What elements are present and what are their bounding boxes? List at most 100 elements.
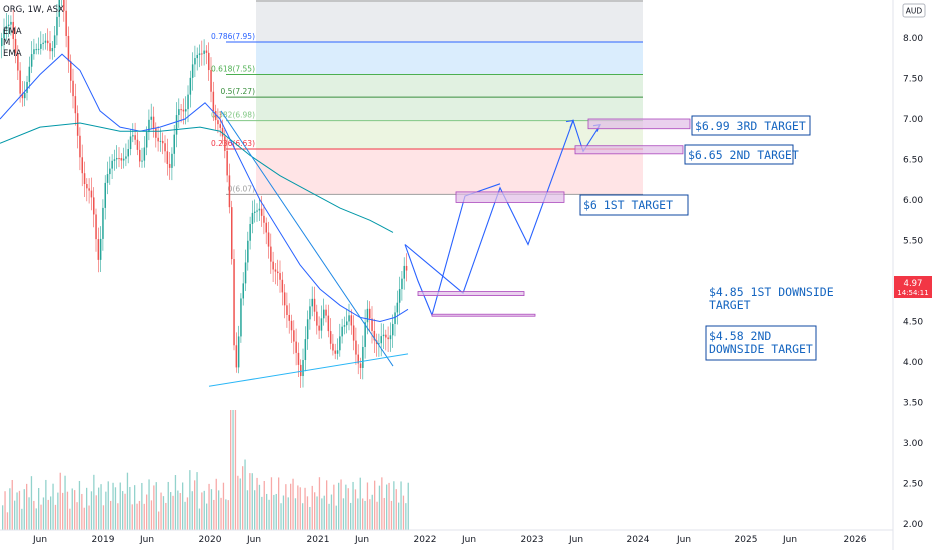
volume-bar xyxy=(4,491,6,530)
candle-body xyxy=(143,147,146,161)
volume-bar xyxy=(21,508,23,530)
candle-body xyxy=(171,153,173,168)
candle-body xyxy=(111,160,113,169)
annotation-box[interactable]: $6.99 3RD TARGET xyxy=(691,115,811,136)
volume-bar xyxy=(342,498,345,530)
annotation-box[interactable]: $6.65 2ND TARGET xyxy=(684,144,799,165)
annotation-background xyxy=(691,115,811,136)
candle-body xyxy=(357,354,359,364)
volume-bar xyxy=(50,496,52,530)
volume-bar xyxy=(213,499,215,530)
volume-bar xyxy=(182,482,184,530)
volume-bar xyxy=(105,491,107,530)
candle-body xyxy=(235,345,238,368)
candle-body xyxy=(95,214,97,240)
target-boxes[interactable] xyxy=(417,118,691,317)
volume-bar xyxy=(330,494,333,530)
volume-bar xyxy=(114,487,117,530)
candle-body xyxy=(290,320,293,331)
candle-body xyxy=(256,210,258,212)
volume-bar xyxy=(364,500,366,530)
candle-body xyxy=(339,336,341,351)
volume-bar xyxy=(174,475,177,530)
ma-legend[interactable]: M xyxy=(3,38,10,48)
time-tick-label: Jun xyxy=(782,535,797,545)
candle-body xyxy=(405,265,408,271)
candle-body xyxy=(157,137,159,142)
ema-legend-2[interactable]: EMA xyxy=(3,49,22,59)
volume-bar xyxy=(333,484,335,530)
volume-bar xyxy=(311,485,313,530)
price-tick-label: 6.50 xyxy=(903,156,923,166)
candle-body xyxy=(260,208,263,216)
candle-body xyxy=(265,222,267,233)
candle-body xyxy=(334,350,336,354)
volume-bar xyxy=(150,500,153,530)
volume-bar xyxy=(45,479,47,530)
currency-badge[interactable] xyxy=(902,3,926,18)
price-tick-label: 7.50 xyxy=(903,75,923,85)
price-tick-label: 3.00 xyxy=(903,439,923,449)
candle-body xyxy=(394,312,396,324)
candle-body xyxy=(387,337,389,340)
candle-body xyxy=(191,64,194,78)
candle-body xyxy=(166,151,169,164)
volume-bar xyxy=(345,484,347,530)
volume-bar xyxy=(263,480,265,530)
candle-body xyxy=(83,173,86,185)
volume-bar xyxy=(400,481,402,530)
volume-bar xyxy=(66,491,69,530)
candle-body xyxy=(295,341,297,353)
volume-bar xyxy=(304,487,306,530)
target-box xyxy=(417,291,525,296)
volume-bar xyxy=(201,492,203,530)
ema-legend-1[interactable]: EMA xyxy=(3,27,22,37)
candle-body xyxy=(134,135,136,140)
candle-body xyxy=(293,330,295,342)
candle-body xyxy=(5,25,8,30)
volume-bar xyxy=(138,500,141,530)
volume-bar xyxy=(191,491,193,530)
volume-bar xyxy=(242,466,244,530)
volume-bar xyxy=(23,489,25,530)
last-price-label xyxy=(894,276,932,298)
volume-bar xyxy=(170,492,172,530)
volume-bar xyxy=(122,491,124,530)
price-tick-label: 3.50 xyxy=(903,399,923,409)
time-axis[interactable]: Jun 2019 Jun 2020 Jun 2021 Jun 2022 Jun 2023 Jun 20… xyxy=(32,535,867,545)
volume-bar xyxy=(366,482,369,530)
candle-body xyxy=(10,21,12,25)
candle-body xyxy=(125,156,127,159)
volume-bar xyxy=(52,483,54,530)
candle-body xyxy=(76,113,79,136)
volume-bar xyxy=(292,478,294,530)
symbol-label[interactable]: ORG, 1W, ASX xyxy=(3,5,64,15)
fibonacci-retracement[interactable]: 0.786(7.95) 0.618(7.55) 0.5(7.27) 0.382(6.9… xyxy=(211,0,643,195)
volume-bar xyxy=(158,511,160,530)
candle-body xyxy=(136,139,139,150)
volume-bar xyxy=(38,487,40,530)
fib-level-label: 0.382(6.98) xyxy=(211,111,255,120)
volume-bar xyxy=(321,498,323,530)
price-tick-label: 5.50 xyxy=(903,237,923,247)
candle-body xyxy=(3,29,5,39)
volume-bar xyxy=(35,508,37,530)
annotations[interactable]: $6.99 3RD TARGET $6.65 2ND TARGET $6 1ST T… xyxy=(579,115,834,361)
volume-bar xyxy=(93,474,95,530)
candle-body xyxy=(88,188,90,191)
candle-body xyxy=(189,77,192,95)
volume-bar xyxy=(107,481,109,530)
volume-bar xyxy=(196,472,198,530)
annotation-box[interactable]: $6 1ST TARGET xyxy=(579,194,689,216)
volume-bar xyxy=(62,492,64,530)
candle-body xyxy=(366,308,369,323)
candle-body xyxy=(309,306,311,320)
fib-zone xyxy=(256,120,643,149)
trend-lines[interactable] xyxy=(208,110,409,387)
candle-body xyxy=(198,53,201,55)
volume-bar xyxy=(225,499,227,530)
candle-body xyxy=(196,54,198,59)
